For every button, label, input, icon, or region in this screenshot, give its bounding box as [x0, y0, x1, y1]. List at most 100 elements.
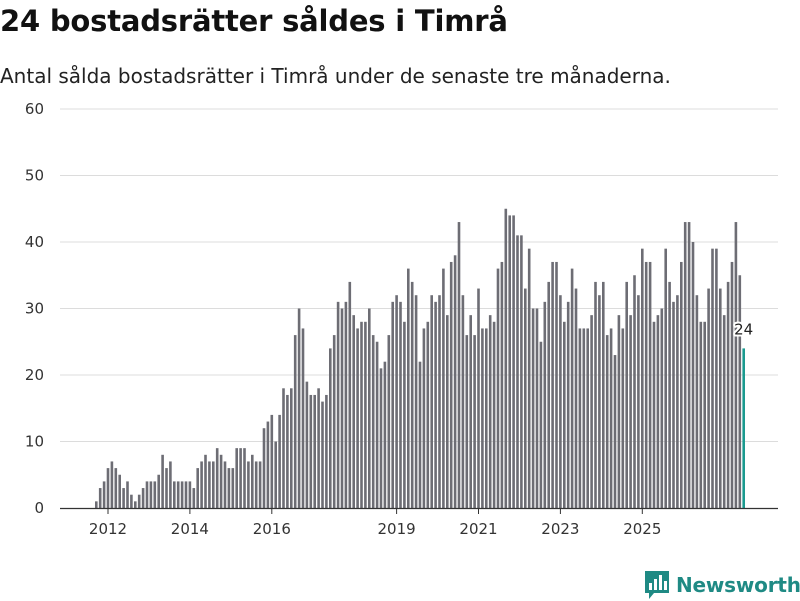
bar — [586, 328, 589, 508]
bar — [266, 421, 270, 508]
bar — [703, 321, 706, 508]
bar — [629, 315, 632, 508]
bar — [251, 454, 254, 508]
bar — [364, 321, 367, 508]
y-tick-label: 60 — [25, 100, 44, 118]
bar — [434, 301, 437, 508]
bar — [391, 301, 394, 508]
bar — [566, 301, 570, 508]
x-tick-label: 2019 — [378, 520, 416, 538]
chart-title: 24 bostadsrätter såldes i Timrå — [0, 4, 508, 38]
bar — [231, 468, 235, 508]
bar — [730, 261, 734, 508]
bar — [387, 335, 391, 508]
bar — [563, 321, 566, 508]
bar — [461, 295, 465, 508]
y-tick-label: 40 — [25, 233, 44, 251]
bar — [208, 461, 211, 508]
bar — [368, 308, 371, 508]
bar — [625, 281, 628, 508]
bar — [102, 481, 106, 508]
bar — [664, 248, 667, 508]
brand-name: Newsworthy — [676, 573, 800, 597]
bar — [188, 481, 192, 508]
bar — [360, 321, 363, 508]
x-tick-label: 2014 — [171, 520, 209, 538]
x-tick-label: 2023 — [541, 520, 579, 538]
y-tick-label: 0 — [34, 499, 44, 517]
bar — [668, 281, 671, 508]
bar — [644, 261, 648, 508]
bar — [169, 461, 172, 508]
bar — [344, 301, 348, 508]
bar — [711, 248, 714, 508]
bar — [340, 308, 344, 508]
bar — [215, 448, 219, 508]
brand-logo[interactable]: Newsworthy — [644, 569, 800, 601]
bar — [325, 394, 328, 508]
bar — [313, 394, 316, 508]
bar — [477, 288, 480, 508]
bar — [321, 401, 324, 508]
bar — [258, 461, 262, 508]
bar — [305, 381, 309, 508]
bar — [660, 308, 664, 508]
bar — [559, 295, 562, 508]
bar — [301, 328, 305, 508]
bar — [317, 388, 320, 508]
bar — [399, 301, 402, 508]
bar — [426, 321, 430, 508]
bar — [446, 315, 449, 508]
bar — [492, 321, 496, 508]
bar — [336, 301, 340, 508]
bar — [524, 288, 527, 508]
bar — [535, 308, 539, 508]
bar — [227, 468, 231, 508]
bar — [438, 295, 441, 508]
bar — [290, 388, 293, 508]
bar — [453, 255, 457, 508]
bar — [223, 461, 227, 508]
bar — [403, 321, 406, 508]
bar — [551, 261, 554, 508]
bar — [691, 242, 695, 508]
x-tick-label: 2021 — [459, 520, 497, 538]
bar — [637, 295, 640, 508]
bar — [465, 335, 469, 508]
last-value-label: 24 — [734, 320, 753, 338]
bar — [504, 208, 508, 508]
bar — [309, 394, 313, 508]
bar — [192, 488, 196, 508]
bar — [539, 341, 543, 508]
y-tick-label: 20 — [25, 366, 44, 384]
bar — [672, 301, 675, 508]
bar-highlighted — [742, 348, 745, 508]
bar — [621, 328, 625, 508]
bar — [602, 281, 605, 508]
x-tick-label: 2025 — [623, 520, 661, 538]
bar — [488, 315, 492, 508]
bar — [243, 448, 246, 508]
bar — [145, 481, 149, 508]
bar — [707, 288, 710, 508]
bar — [329, 348, 332, 508]
bar — [726, 281, 730, 508]
bar — [332, 335, 336, 508]
bar — [570, 268, 574, 508]
bar — [126, 481, 129, 508]
bar — [176, 481, 180, 508]
bar — [481, 328, 484, 508]
bar — [196, 468, 199, 508]
bar — [371, 335, 375, 508]
y-tick-label: 30 — [25, 300, 44, 318]
bar — [375, 341, 379, 508]
bar — [297, 308, 301, 508]
bar — [418, 361, 422, 508]
bar — [153, 481, 157, 508]
bar — [676, 295, 679, 508]
bar — [617, 315, 621, 508]
bar — [173, 481, 176, 508]
bar — [410, 281, 414, 508]
bar — [574, 288, 578, 508]
y-axis-ticks: 0 10 20 30 40 50 60 — [25, 100, 44, 517]
